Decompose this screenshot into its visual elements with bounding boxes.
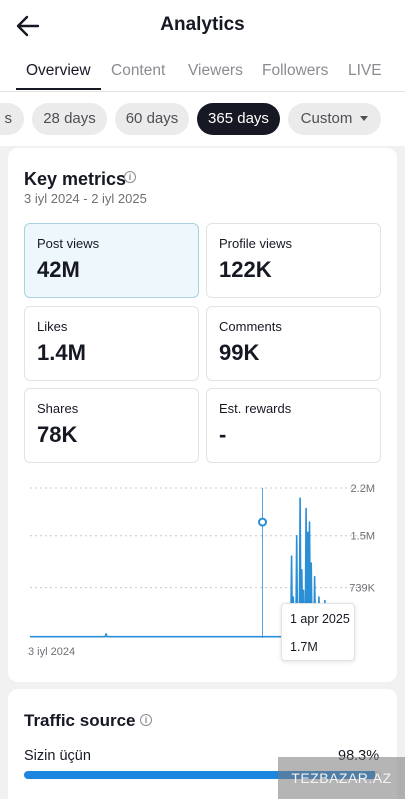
- date-range: 3 iyl 2024 - 2 iyl 2025: [24, 191, 147, 206]
- metric-value: 78K: [37, 422, 78, 447]
- metric-value: -: [219, 422, 227, 447]
- metric-shares[interactable]: Shares 78K: [24, 388, 199, 463]
- traffic-source-label: Sizin üçün: [24, 748, 91, 764]
- tab-live[interactable]: LIVE: [348, 62, 382, 79]
- tooltip-value: 1.7M: [290, 640, 318, 654]
- chip-60-days[interactable]: 60 days: [115, 103, 189, 135]
- post-views-chart[interactable]: 2.2M 1.5M 739K 3 iyl 2024: [24, 475, 386, 665]
- y-tick-label: 739K: [349, 583, 375, 595]
- app-header: Analytics: [0, 0, 405, 54]
- metric-label: Post views: [37, 236, 100, 251]
- metric-label: Profile views: [219, 236, 292, 251]
- tab-bar: Overview Content Viewers Followers LIVE: [0, 54, 405, 92]
- tab-overview[interactable]: Overview: [26, 62, 91, 79]
- metric-profile-views[interactable]: Profile views 122K: [206, 223, 381, 298]
- key-metrics-title: Key metrics: [24, 169, 127, 189]
- metric-label: Est. rewards: [219, 401, 292, 416]
- chip-custom-label: Custom: [300, 110, 353, 127]
- watermark: TEZBAZAR.AZ: [278, 757, 405, 799]
- chip-28-days[interactable]: 28 days: [32, 103, 107, 135]
- traffic-source-bar: [24, 771, 381, 779]
- metric-label: Comments: [219, 319, 282, 334]
- metric-label: Likes: [37, 319, 68, 334]
- traffic-source-bar-fill: [24, 771, 375, 779]
- y-tick-label: 1.5M: [351, 531, 375, 543]
- chip-custom[interactable]: Custom: [288, 103, 381, 135]
- caret-down-icon: [360, 116, 369, 121]
- metric-comments[interactable]: Comments 99K: [206, 306, 381, 381]
- info-icon[interactable]: i: [124, 171, 136, 183]
- tooltip-date: 1 apr 2025: [290, 612, 350, 626]
- info-icon[interactable]: i: [140, 714, 152, 726]
- date-filter-bar: s 28 days 60 days 365 days Custom: [0, 92, 405, 146]
- metric-value: 1.4M: [37, 340, 86, 365]
- chip-7-days[interactable]: s: [0, 103, 24, 135]
- tab-content[interactable]: Content: [111, 62, 166, 79]
- metric-value: 99K: [219, 340, 260, 365]
- metric-post-views[interactable]: Post views 42M: [24, 223, 199, 298]
- traffic-source-title: Traffic source: [24, 711, 136, 730]
- tab-followers[interactable]: Followers: [262, 62, 329, 79]
- page-title: Analytics: [160, 14, 245, 35]
- x-start-label: 3 iyl 2024: [28, 646, 75, 658]
- metric-value: 42M: [37, 257, 80, 282]
- metric-value: 122K: [219, 257, 272, 282]
- chart-tooltip: 1 apr 2025 1.7M: [281, 603, 355, 661]
- tab-viewers[interactable]: Viewers: [188, 62, 243, 79]
- chip-365-days[interactable]: 365 days: [197, 103, 280, 135]
- back-arrow-icon[interactable]: [14, 12, 42, 40]
- y-tick-label: 2.2M: [351, 483, 375, 495]
- metric-label: Shares: [37, 401, 79, 416]
- active-tab-indicator: [16, 88, 101, 90]
- selected-point-marker: [258, 517, 268, 527]
- metric-likes[interactable]: Likes 1.4M: [24, 306, 199, 381]
- metric-est-rewards[interactable]: Est. rewards -: [206, 388, 381, 463]
